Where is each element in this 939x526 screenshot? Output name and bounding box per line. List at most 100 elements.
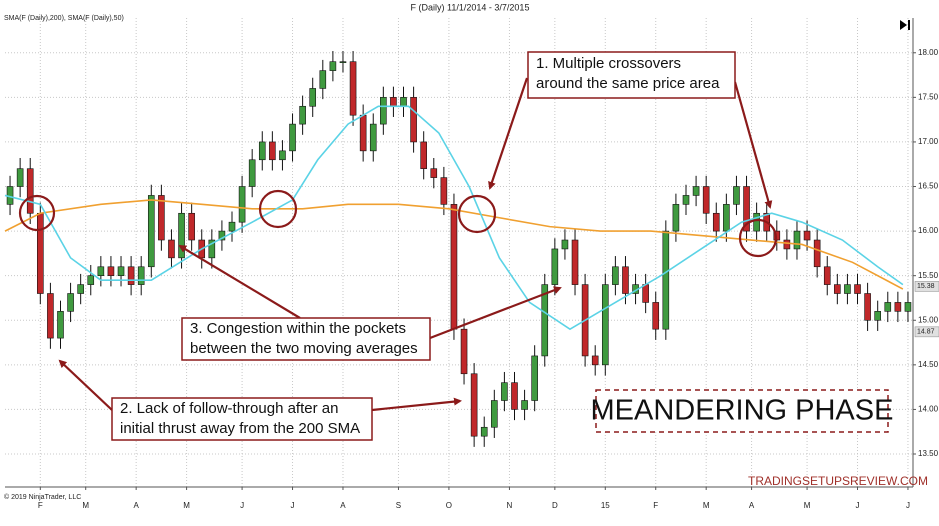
candle-body	[531, 355, 538, 401]
price-marker-label: 15.38	[917, 283, 935, 290]
candle-body	[733, 186, 740, 205]
candle-body	[228, 221, 236, 232]
candle-body	[329, 61, 337, 71]
annotation-text: 3. Congestion within the pockets	[190, 320, 406, 337]
candle-body	[541, 284, 549, 357]
candle-body	[591, 355, 599, 366]
candle-body	[289, 123, 296, 152]
candle-body	[238, 186, 246, 223]
candle-body	[178, 212, 185, 259]
x-tick-label: A	[340, 501, 346, 510]
candle-body	[107, 266, 115, 276]
candle-body	[460, 328, 468, 375]
x-tick-label: N	[507, 501, 513, 510]
candle-body	[561, 239, 569, 250]
candle-body	[642, 284, 649, 303]
annotation-text: 1. Multiple crossovers	[536, 55, 681, 72]
candle-body	[97, 266, 105, 276]
candle-body	[269, 141, 276, 161]
candle-body	[440, 177, 448, 205]
candle-body	[279, 150, 286, 161]
x-tick-label: D	[552, 501, 558, 510]
candle-body	[127, 266, 135, 285]
candle-body	[571, 239, 579, 285]
candle-body	[16, 168, 24, 187]
x-tick-label: M	[183, 501, 190, 510]
candle-body	[904, 302, 912, 312]
annotation-box	[527, 51, 736, 99]
price-marker	[914, 281, 939, 292]
candle-body	[26, 168, 34, 214]
candle-body	[188, 212, 195, 241]
x-tick-label: J	[291, 501, 295, 510]
candle-body	[67, 293, 74, 312]
candle-body	[168, 239, 175, 259]
candle-body	[319, 70, 327, 89]
candle-body	[117, 266, 125, 276]
y-tick-label: 14.00	[918, 405, 939, 414]
candle-body	[874, 311, 881, 321]
candle-body	[864, 293, 871, 321]
candle-body	[218, 230, 226, 241]
annotation-text: 2. Lack of follow-through after an	[120, 400, 338, 417]
y-tick-label: 18.00	[918, 48, 939, 57]
x-tick-label: O	[446, 501, 452, 510]
candle-body	[723, 204, 730, 232]
candle-body	[37, 212, 44, 294]
annotation-text: between the two moving averages	[190, 340, 418, 357]
phase-box	[595, 389, 889, 433]
candle-body	[258, 141, 266, 161]
candle-body	[47, 293, 54, 339]
copyright: © 2019 NinjaTrader, LLC	[4, 493, 81, 501]
annotations: 1. Multiple crossovers around the same pr…	[120, 55, 720, 437]
candle-body	[501, 382, 508, 401]
candle-body	[339, 61, 347, 63]
candle-body	[672, 204, 680, 232]
candle-body	[208, 239, 216, 259]
chart-title: F (Daily) 11/1/2014 - 3/7/2015	[411, 2, 530, 12]
indicator-label: SMA(F (Daily),200), SMA(F (Daily),50)	[4, 15, 124, 22]
candle-body	[612, 266, 619, 285]
candle-body	[491, 400, 498, 428]
x-tick-label: F	[38, 501, 43, 510]
candle-body	[793, 230, 801, 250]
candle-body	[702, 186, 710, 214]
x-tick-label: M	[703, 501, 710, 510]
candle-body	[77, 284, 84, 294]
candle-body	[359, 114, 367, 152]
moving-average	[4, 105, 904, 331]
candle-body	[803, 230, 811, 241]
candle-body	[400, 97, 407, 107]
candle-body	[551, 248, 559, 285]
candle-body	[349, 61, 357, 116]
x-tick-label: J	[240, 501, 244, 510]
moving-average	[4, 199, 904, 290]
y-tick-label: 14.50	[918, 360, 939, 369]
x-tick-label: A	[133, 501, 139, 510]
phase-label: MEANDERING PHASE	[591, 395, 894, 427]
y-tick-label: 15.00	[918, 315, 939, 324]
watermark: TRADINGSETUPSREVIEW.COM	[748, 474, 928, 488]
candle-body	[410, 97, 417, 143]
candle-body	[753, 212, 760, 232]
annotation-text: initial thrust away from the 200 SMA	[120, 420, 360, 437]
candle-body	[137, 266, 145, 285]
candle-body	[420, 141, 427, 169]
y-tick-label: 16.00	[918, 226, 939, 235]
candle-body	[712, 212, 720, 232]
x-tick-label: S	[396, 501, 401, 510]
candle-body	[894, 302, 902, 312]
y-tick-label: 17.00	[918, 137, 939, 146]
candle-body	[692, 186, 700, 196]
candle-body	[380, 97, 387, 125]
candle-body	[147, 195, 155, 268]
candle-body	[823, 266, 831, 285]
annotation-box	[181, 317, 431, 361]
x-tick-label: A	[749, 501, 755, 510]
y-tick-label: 16.50	[918, 182, 939, 191]
annotation-box	[111, 397, 373, 441]
play-icon[interactable]	[900, 20, 910, 30]
candle-body	[521, 400, 528, 410]
candle-body	[57, 311, 64, 339]
